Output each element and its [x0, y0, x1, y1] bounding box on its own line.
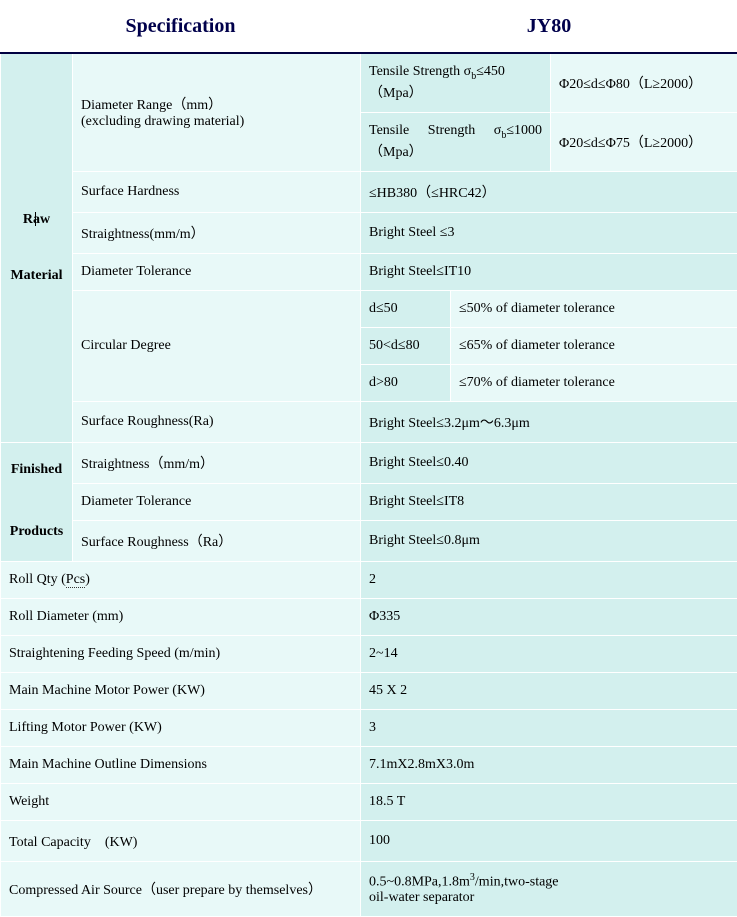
- header-row: Specification JY80: [1, 1, 737, 54]
- outline-value: 7.1mX2.8mX3.0m: [361, 746, 737, 783]
- capacity-value: 100: [361, 820, 737, 861]
- lift-power-value: 3: [361, 709, 737, 746]
- surface-hardness-value: ≤HB380（≤HRC42）: [361, 171, 737, 212]
- raw-material-label: RawMaterial: [1, 53, 73, 442]
- fin-straightness-label: Straightness（mm/m）: [73, 442, 361, 483]
- fin-diam-tol-label: Diameter Tolerance: [73, 483, 361, 520]
- header-model: JY80: [361, 1, 737, 54]
- fin-roughness-label: Surface Roughness（Ra）: [73, 520, 361, 561]
- fin-straightness-value: Bright Steel≤0.40: [361, 442, 737, 483]
- roll-diam-label: Roll Diameter (mm): [1, 598, 361, 635]
- circular-r2-c: 50<d≤80: [361, 327, 451, 364]
- circular-r1-c: d≤50: [361, 290, 451, 327]
- circular-r2-v: ≤65% of diameter tolerance: [451, 327, 737, 364]
- motor-power-label: Main Machine Motor Power (KW): [1, 672, 361, 709]
- raw-diam-tol-value: Bright Steel≤IT10: [361, 253, 737, 290]
- lift-power-label: Lifting Motor Power (KW): [1, 709, 361, 746]
- fin-diam-tol-value: Bright Steel≤IT8: [361, 483, 737, 520]
- raw-diam-tol-label: Diameter Tolerance: [73, 253, 361, 290]
- feed-speed-label: Straightening Feeding Speed (m/min): [1, 635, 361, 672]
- tensile2-label: Tensile Strength σb≤1000（Mpa）: [361, 112, 551, 171]
- weight-value: 18.5 T: [361, 783, 737, 820]
- roll-diam-value: Φ335: [361, 598, 737, 635]
- circular-r1-v: ≤50% of diameter tolerance: [451, 290, 737, 327]
- roll-qty-label: Roll Qty (Pcs): [1, 561, 361, 598]
- circular-r3-v: ≤70% of diameter tolerance: [451, 364, 737, 401]
- header-spec: Specification: [1, 1, 361, 54]
- spec-table: Specification JY80 RawMaterial Diameter …: [0, 0, 737, 917]
- roll-qty-value: 2: [361, 561, 737, 598]
- raw-roughness-value: Bright Steel≤3.2μm～6.3μm: [361, 401, 737, 442]
- circular-degree-label: Circular Degree: [73, 290, 361, 401]
- outline-label: Main Machine Outline Dimensions: [1, 746, 361, 783]
- weight-label: Weight: [1, 783, 361, 820]
- tensile1-label: Tensile Strength σb≤450（Mpa）: [361, 53, 551, 112]
- motor-power-value: 45 X 2: [361, 672, 737, 709]
- feed-speed-value: 2~14: [361, 635, 737, 672]
- circular-r3-c: d>80: [361, 364, 451, 401]
- raw-straightness-value: Bright Steel ≤3: [361, 212, 737, 253]
- fin-roughness-value: Bright Steel≤0.8μm: [361, 520, 737, 561]
- raw-straightness-label: Straightness(mm/m）: [73, 212, 361, 253]
- diameter-range-label: Diameter Range（mm） (excluding drawing ma…: [73, 53, 361, 171]
- air-value: 0.5~0.8MPa,1.8m3/min,two-stage oil-water…: [361, 861, 737, 917]
- surface-hardness-label: Surface Hardness: [73, 171, 361, 212]
- finished-products-label: FinishedProducts: [1, 442, 73, 561]
- capacity-label: Total Capacity (KW): [1, 820, 361, 861]
- tensile1-value: Φ20≤d≤Φ80（L≥2000）: [551, 53, 737, 112]
- tensile2-value: Φ20≤d≤Φ75（L≥2000）: [551, 112, 737, 171]
- raw-roughness-label: Surface Roughness(Ra): [73, 401, 361, 442]
- air-label: Compressed Air Source（user prepare by th…: [1, 861, 361, 917]
